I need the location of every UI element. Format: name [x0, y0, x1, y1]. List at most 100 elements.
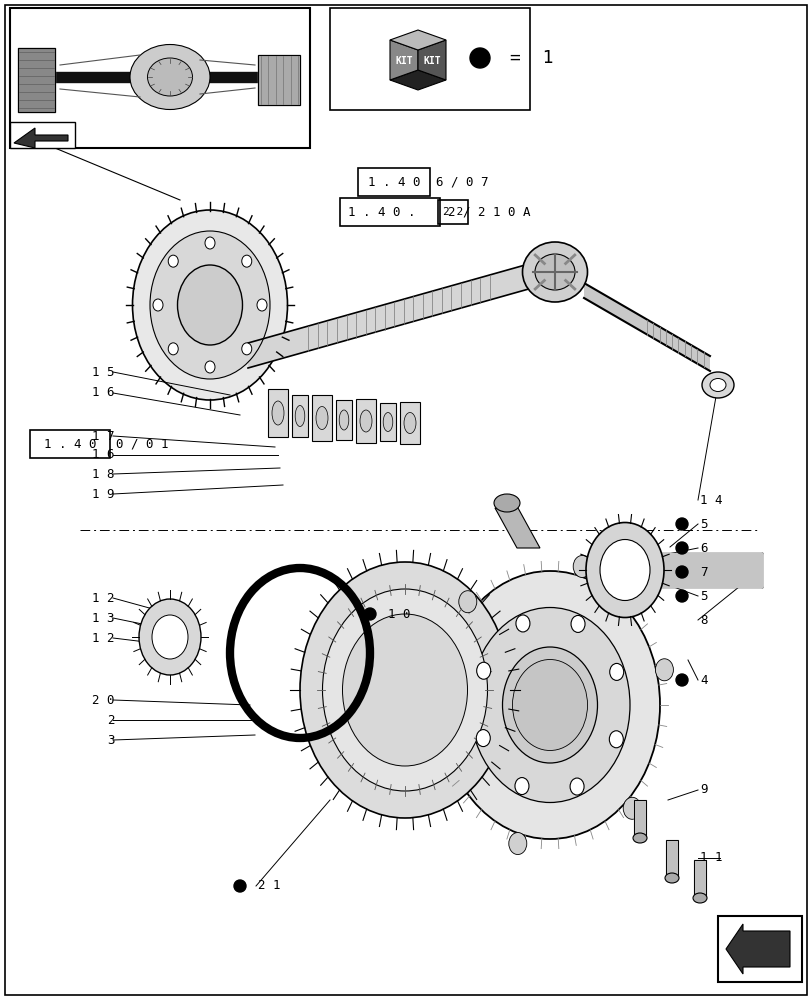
- Ellipse shape: [512, 660, 587, 750]
- Text: KIT: KIT: [395, 56, 412, 66]
- Ellipse shape: [295, 406, 304, 426]
- Text: 1 6: 1 6: [92, 386, 115, 399]
- Bar: [10, 122, 75, 148]
- Text: 1 0: 1 0: [388, 607, 410, 620]
- Text: 6: 6: [699, 542, 706, 554]
- Ellipse shape: [508, 833, 526, 855]
- Bar: [665, 840, 677, 878]
- Text: 2 0: 2 0: [92, 694, 115, 706]
- Ellipse shape: [342, 614, 467, 766]
- Ellipse shape: [168, 343, 178, 355]
- Ellipse shape: [150, 231, 270, 379]
- Text: 1 8: 1 8: [92, 468, 115, 481]
- Text: 1 4: 1 4: [699, 493, 722, 506]
- Ellipse shape: [257, 299, 267, 311]
- Bar: [717, 916, 801, 982]
- Text: 1 2: 1 2: [92, 632, 115, 645]
- Ellipse shape: [586, 522, 663, 617]
- Text: 7: 7: [699, 566, 706, 578]
- Bar: [30, 430, 109, 458]
- Circle shape: [676, 590, 687, 602]
- Polygon shape: [725, 924, 789, 974]
- Ellipse shape: [573, 555, 590, 577]
- Circle shape: [676, 566, 687, 578]
- Ellipse shape: [178, 265, 242, 345]
- Ellipse shape: [493, 494, 519, 512]
- Ellipse shape: [322, 589, 487, 791]
- Ellipse shape: [315, 406, 328, 430]
- Text: 6 / 0 7: 6 / 0 7: [436, 176, 488, 189]
- Text: 5: 5: [699, 589, 706, 602]
- Ellipse shape: [359, 410, 371, 432]
- Ellipse shape: [132, 210, 287, 400]
- Bar: [336, 400, 351, 440]
- Bar: [18, 48, 55, 112]
- Bar: [311, 395, 332, 441]
- Text: 1 2: 1 2: [92, 591, 115, 604]
- Ellipse shape: [470, 607, 629, 802]
- Bar: [693, 860, 705, 898]
- Ellipse shape: [139, 599, 201, 675]
- Ellipse shape: [569, 778, 583, 795]
- Text: KIT: KIT: [423, 56, 440, 66]
- Polygon shape: [389, 40, 418, 80]
- Polygon shape: [583, 283, 709, 371]
- Polygon shape: [495, 508, 539, 548]
- Ellipse shape: [168, 255, 178, 267]
- Text: =  1: = 1: [509, 49, 553, 67]
- Ellipse shape: [339, 410, 349, 430]
- Text: 2: 2: [107, 714, 115, 726]
- Ellipse shape: [299, 562, 509, 818]
- Text: 1 1: 1 1: [699, 851, 722, 864]
- Ellipse shape: [458, 591, 476, 613]
- Polygon shape: [389, 70, 445, 90]
- Bar: [437, 200, 467, 224]
- Bar: [340, 198, 440, 226]
- Ellipse shape: [204, 237, 215, 249]
- Polygon shape: [418, 40, 445, 80]
- Ellipse shape: [148, 58, 192, 96]
- Ellipse shape: [534, 254, 574, 290]
- Text: 8: 8: [699, 613, 706, 626]
- Ellipse shape: [521, 242, 587, 302]
- Text: 2 2: 2 2: [442, 207, 462, 217]
- Ellipse shape: [599, 540, 649, 600]
- Bar: [633, 800, 646, 838]
- Text: 1 6: 1 6: [92, 448, 115, 462]
- Ellipse shape: [608, 731, 623, 748]
- Circle shape: [676, 674, 687, 686]
- Bar: [380, 403, 396, 441]
- Ellipse shape: [623, 797, 641, 819]
- Polygon shape: [14, 128, 68, 148]
- Ellipse shape: [502, 647, 597, 763]
- Ellipse shape: [570, 615, 584, 632]
- Ellipse shape: [654, 659, 672, 681]
- Circle shape: [676, 518, 687, 530]
- Bar: [258, 55, 299, 105]
- Ellipse shape: [476, 662, 490, 679]
- Text: 2 1: 2 1: [258, 879, 280, 892]
- Circle shape: [363, 608, 375, 620]
- Circle shape: [234, 880, 246, 892]
- Ellipse shape: [383, 412, 393, 432]
- Ellipse shape: [515, 615, 530, 632]
- Circle shape: [470, 48, 489, 68]
- Polygon shape: [389, 30, 445, 50]
- Ellipse shape: [242, 343, 251, 355]
- Circle shape: [676, 542, 687, 554]
- Ellipse shape: [514, 778, 528, 795]
- Ellipse shape: [130, 45, 210, 110]
- Ellipse shape: [702, 372, 733, 398]
- Ellipse shape: [692, 893, 706, 903]
- Bar: [268, 389, 288, 437]
- Ellipse shape: [242, 255, 251, 267]
- Ellipse shape: [152, 299, 163, 311]
- Bar: [329, 8, 530, 110]
- Text: 1 . 4 0: 1 . 4 0: [367, 176, 420, 189]
- Ellipse shape: [440, 571, 659, 839]
- Text: 3: 3: [107, 734, 115, 746]
- Text: 5: 5: [699, 518, 706, 530]
- Ellipse shape: [664, 873, 678, 883]
- Text: 4: 4: [699, 674, 706, 686]
- Bar: [10, 8, 310, 148]
